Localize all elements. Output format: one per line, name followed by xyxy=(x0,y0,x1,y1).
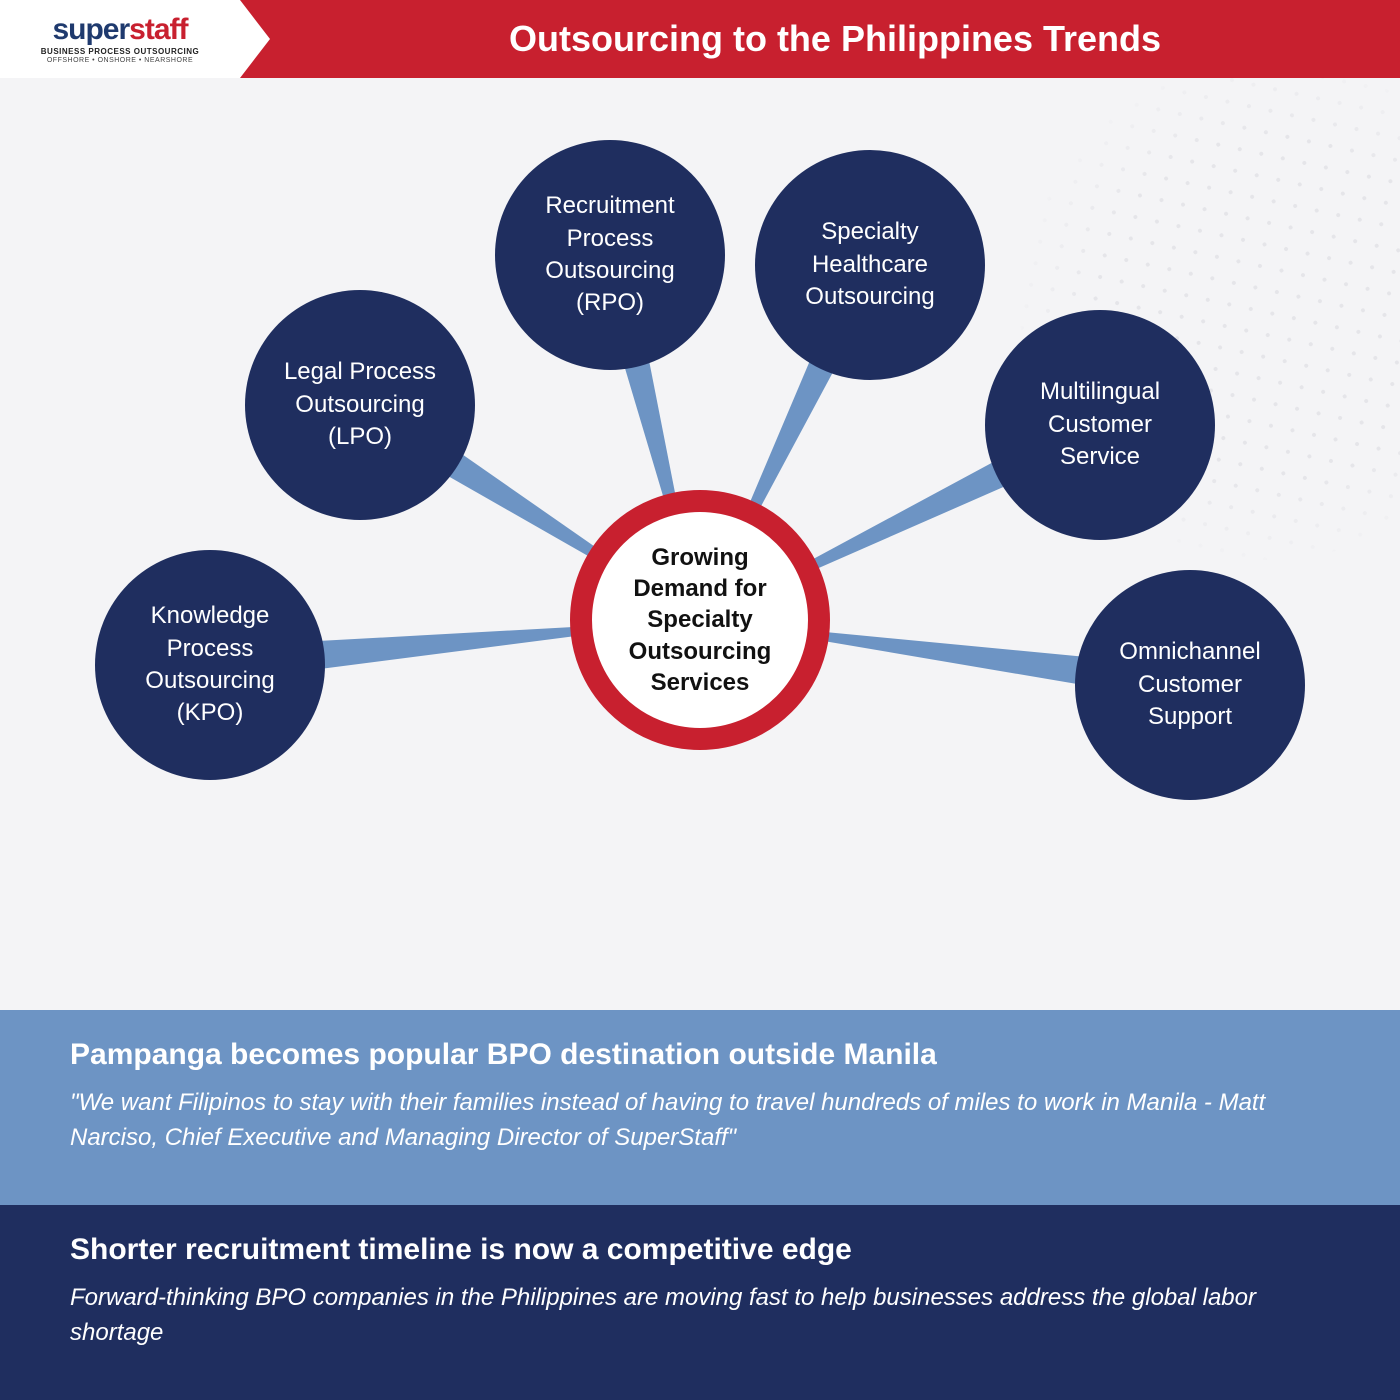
panel-recruitment-body: Forward-thinking BPO companies in the Ph… xyxy=(70,1281,1330,1351)
panel-recruitment: Shorter recruitment timeline is now a co… xyxy=(0,1205,1400,1400)
logo-block: superstaff BUSINESS PROCESS OUTSOURCING … xyxy=(0,0,240,78)
node-lpo-label: Legal Process Outsourcing (LPO) xyxy=(269,356,451,453)
node-rpo-label: Recruitment Process Outsourcing (RPO) xyxy=(519,190,701,320)
panel-pampanga-heading: Pampanga becomes popular BPO destination… xyxy=(70,1038,1330,1072)
hub-center-label: Growing Demand for Specialty Outsourcing… xyxy=(612,542,788,698)
panel-pampanga-body: "We want Filipinos to stay with their fa… xyxy=(70,1086,1330,1156)
logo-word-2: staff xyxy=(129,13,187,46)
title-bar: Outsourcing to the Philippines Trends xyxy=(240,0,1400,78)
logo-wordmark: superstaff xyxy=(52,15,187,45)
page-title: Outsourcing to the Philippines Trends xyxy=(509,18,1161,60)
radial-diagram: Growing Demand for Specialty Outsourcing… xyxy=(75,120,1325,940)
logo-word-1: super xyxy=(52,13,129,46)
node-lpo: Legal Process Outsourcing (LPO) xyxy=(245,290,475,520)
node-omni-label: Omnichannel Customer Support xyxy=(1099,636,1281,733)
node-healthcare-label: Specialty Healthcare Outsourcing xyxy=(779,216,961,313)
node-kpo-label: Knowledge Process Outsourcing (KPO) xyxy=(119,600,301,730)
hub-center: Growing Demand for Specialty Outsourcing… xyxy=(570,490,830,750)
logo-subtitle-1: BUSINESS PROCESS OUTSOURCING xyxy=(41,47,199,56)
node-omni: Omnichannel Customer Support xyxy=(1075,570,1305,800)
panel-pampanga: Pampanga becomes popular BPO destination… xyxy=(0,1010,1400,1205)
node-kpo: Knowledge Process Outsourcing (KPO) xyxy=(95,550,325,780)
node-rpo: Recruitment Process Outsourcing (RPO) xyxy=(495,140,725,370)
header: superstaff BUSINESS PROCESS OUTSOURCING … xyxy=(0,0,1400,78)
node-multiling-label: Multilingual Customer Service xyxy=(1009,376,1191,473)
panel-recruitment-heading: Shorter recruitment timeline is now a co… xyxy=(70,1233,1330,1267)
node-multiling: Multilingual Customer Service xyxy=(985,310,1215,540)
logo-subtitle-2: OFFSHORE • ONSHORE • NEARSHORE xyxy=(47,57,193,64)
node-healthcare: Specialty Healthcare Outsourcing xyxy=(755,150,985,380)
